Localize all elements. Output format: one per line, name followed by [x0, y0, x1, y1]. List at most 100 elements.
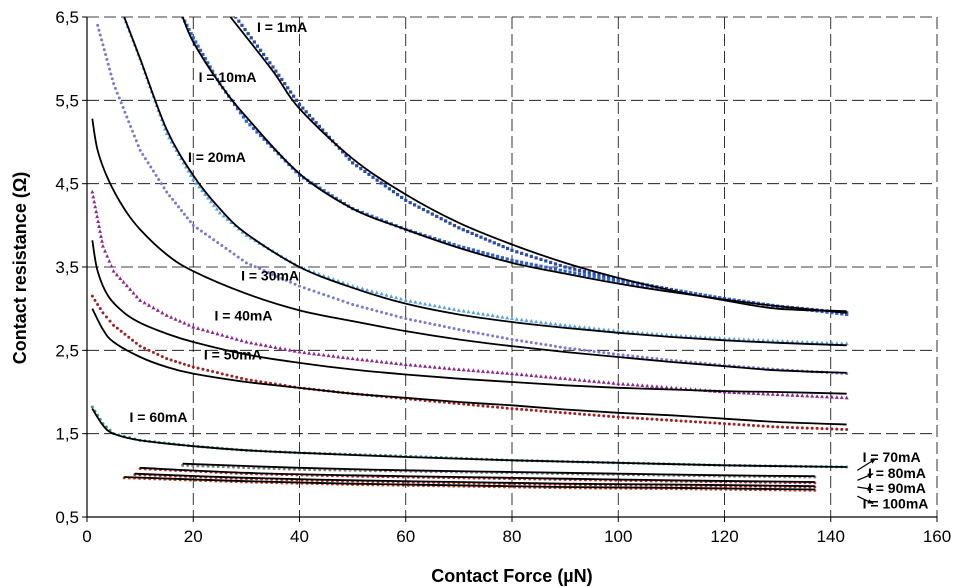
data-point — [127, 120, 131, 124]
data-point — [491, 334, 495, 338]
data-point — [214, 206, 219, 211]
data-point — [98, 33, 102, 37]
data-point — [108, 67, 112, 71]
data-point — [466, 247, 471, 251]
data-point — [587, 325, 592, 330]
data-point — [324, 132, 328, 136]
data-point — [519, 372, 524, 377]
data-point — [147, 348, 151, 352]
data-point — [360, 286, 365, 291]
data-point — [452, 243, 456, 247]
data-point — [370, 214, 374, 218]
data-point — [217, 210, 222, 215]
data-point — [157, 178, 161, 181]
data-point — [187, 364, 191, 368]
data-point — [601, 380, 606, 384]
data-point — [100, 38, 104, 42]
data-point — [350, 356, 355, 361]
data-point — [457, 226, 461, 230]
data-point — [363, 169, 367, 174]
data-point — [395, 192, 400, 197]
data-point — [404, 317, 408, 321]
data-point — [104, 315, 108, 319]
data-point — [253, 265, 257, 269]
data-point — [679, 333, 684, 338]
data-point — [280, 77, 284, 82]
data-point — [491, 405, 495, 409]
data-point — [457, 328, 461, 331]
data-point — [485, 369, 490, 374]
data-point — [492, 241, 496, 245]
data-point — [124, 283, 129, 288]
data-layer — [90, 17, 849, 492]
data-point — [736, 337, 741, 341]
data-point — [164, 131, 169, 136]
data-point — [830, 311, 834, 315]
label-arrowhead — [867, 486, 874, 491]
data-point — [240, 376, 244, 380]
data-point — [558, 268, 562, 272]
data-point — [815, 394, 820, 398]
data-point — [97, 28, 101, 32]
data-point — [727, 422, 731, 426]
data-point — [567, 376, 572, 381]
data-point — [635, 330, 640, 335]
data-point — [471, 248, 475, 252]
data-point — [723, 422, 726, 426]
data-point — [119, 101, 123, 105]
data-point — [236, 255, 240, 259]
data-point — [597, 413, 601, 417]
data-point — [93, 298, 97, 302]
data-point — [389, 360, 394, 365]
data-point — [544, 259, 548, 263]
data-point — [211, 370, 215, 374]
data-point — [244, 119, 248, 123]
data-point — [423, 301, 428, 306]
data-point — [587, 378, 592, 383]
data-point — [266, 141, 270, 145]
data-point — [312, 289, 316, 293]
data-point — [524, 261, 529, 265]
data-point — [664, 385, 669, 389]
data-point — [474, 233, 479, 237]
data-point — [621, 415, 625, 419]
data-point — [229, 335, 234, 340]
data-point — [182, 320, 187, 325]
data-point — [505, 315, 510, 320]
data-point — [592, 326, 597, 331]
data-point — [611, 278, 616, 282]
current-label: I = 60mA — [130, 409, 188, 425]
data-point — [665, 358, 669, 362]
data-point — [674, 333, 679, 338]
data-point — [500, 406, 504, 410]
axes-layer: 0 20 40 60 80 100 120 140 160 0,5 1,5 2,5 3,5 4,5 5,5 6… — [55, 8, 951, 546]
data-point — [345, 355, 350, 360]
data-point — [790, 426, 794, 430]
data-point — [636, 355, 640, 359]
data-point — [129, 125, 133, 129]
data-point — [659, 332, 664, 337]
data-point — [616, 328, 621, 333]
data-point — [578, 272, 582, 276]
data-point — [452, 307, 457, 311]
data-point — [443, 219, 448, 223]
data-point — [432, 303, 437, 308]
data-point — [351, 303, 355, 306]
data-point — [104, 53, 108, 56]
data-point — [805, 340, 810, 344]
data-point — [486, 404, 490, 408]
data-point — [616, 277, 620, 282]
data-point — [331, 354, 336, 358]
data-point — [785, 425, 789, 429]
data-point — [520, 260, 524, 264]
data-point — [351, 161, 355, 165]
data-point — [289, 280, 293, 284]
data-point — [611, 381, 616, 385]
data-point — [471, 310, 476, 315]
current-label: I = 100mA — [863, 496, 929, 512]
data-point — [254, 341, 259, 346]
data-point — [476, 311, 481, 315]
series-3 — [96, 23, 849, 376]
data-point — [423, 321, 427, 325]
